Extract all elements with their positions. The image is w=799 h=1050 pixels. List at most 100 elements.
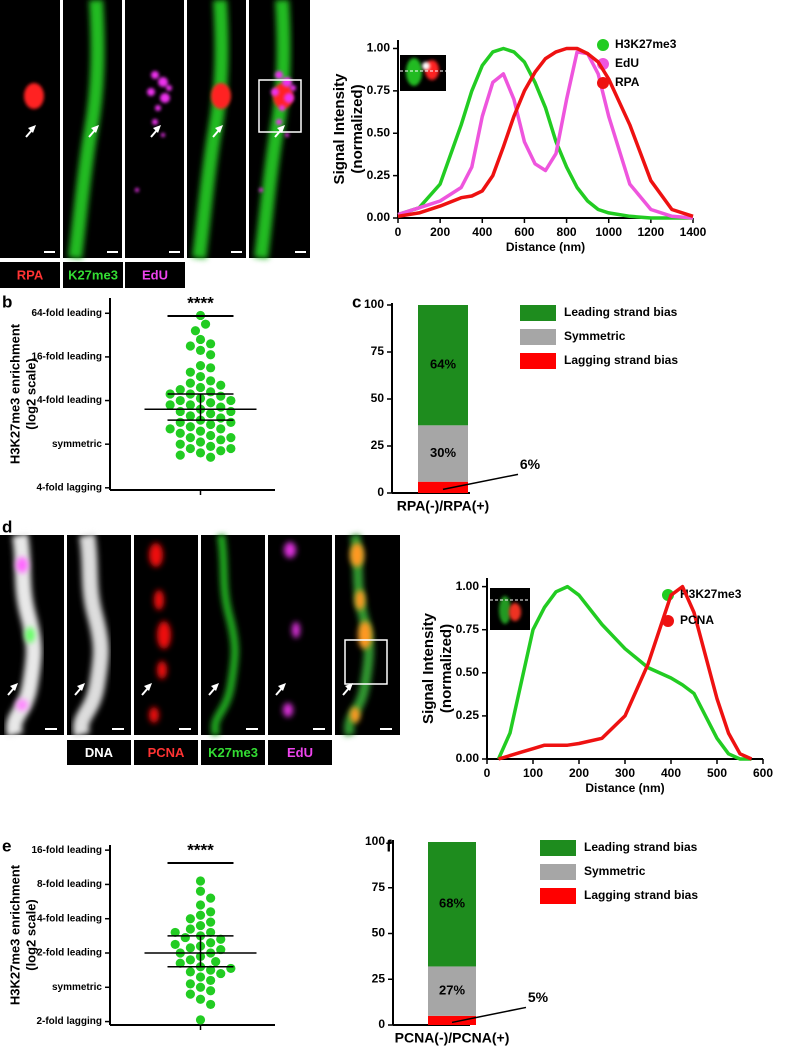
y-tick-label: 64-fold leading: [31, 308, 102, 319]
data-point: [175, 417, 185, 427]
y-axis-label: Signal Intensity: [331, 73, 348, 185]
data-point: [206, 376, 216, 386]
data-point: [216, 968, 226, 979]
data-point: [206, 387, 216, 397]
y-tick-label: symmetric: [52, 439, 102, 450]
data-point: [195, 876, 206, 886]
value-label: 64%: [430, 357, 456, 372]
data-point: [185, 443, 195, 454]
x-tick-label: 600: [514, 225, 534, 239]
image-label: EdU: [287, 745, 313, 760]
data-point: [170, 927, 180, 938]
data-point: [206, 893, 216, 903]
y-tick-label: 8-fold leading: [37, 879, 102, 890]
y-axis-label: (log2 scale): [23, 899, 38, 971]
data-point: [226, 406, 236, 417]
x-tick-label: 300: [615, 766, 635, 780]
data-point: [185, 433, 195, 443]
leader-line: [442, 473, 519, 491]
data-point: [206, 430, 216, 441]
data-point: [165, 424, 175, 434]
data-point: [185, 967, 195, 977]
legend-marker: [662, 615, 674, 627]
x-tick-label: 800: [557, 225, 577, 239]
legend-label: Leading strand bias: [584, 840, 698, 854]
data-point: [195, 345, 206, 355]
legend-swatch: [520, 353, 556, 369]
data-point: [226, 417, 236, 427]
x-tick-label: 1200: [638, 225, 665, 239]
data-point: [195, 972, 206, 982]
legend-label: PCNA: [680, 613, 714, 627]
data-point: [206, 986, 216, 996]
series-line: [397, 46, 694, 219]
data-point: [175, 450, 185, 460]
legend-marker: [597, 77, 609, 89]
data-point: [195, 437, 206, 447]
data-point: [195, 994, 206, 1004]
data-point: [206, 409, 216, 419]
panel-letter: f: [386, 836, 392, 855]
y-tick-label: 0.50: [367, 125, 391, 139]
data-point: [211, 956, 221, 967]
inset-a: [400, 55, 446, 91]
data-point: [185, 341, 195, 351]
legend-label: Symmetric: [564, 329, 626, 343]
legend-swatch: [520, 329, 556, 345]
value-label: 6%: [520, 456, 541, 472]
label-box: [0, 262, 60, 288]
y-tick-label: 0.50: [456, 665, 480, 679]
y-tick-label: 4-fold leading: [37, 913, 102, 924]
image-label: DNA: [85, 745, 114, 760]
micrographs-d: [0, 535, 400, 735]
label-box: [63, 262, 123, 288]
x-tick-label: 1000: [595, 225, 622, 239]
data-point: [195, 382, 206, 393]
image-label: EdU: [142, 267, 168, 282]
data-point: [216, 402, 226, 412]
significance-label: ****: [187, 293, 214, 312]
image-label: PCNA: [148, 745, 185, 760]
image-label: K27me3: [68, 267, 118, 282]
legend-label: Lagging strand bias: [584, 888, 698, 902]
legend-swatch: [540, 864, 576, 880]
data-point: [195, 920, 206, 931]
data-point: [185, 367, 195, 377]
label-box: [268, 740, 332, 765]
y-axis-label: Signal Intensity: [420, 612, 437, 724]
y-axis-label: (normalized): [438, 624, 455, 713]
x-tick-label: 600: [753, 766, 773, 780]
y-tick-label: 16-fold leading: [31, 352, 102, 363]
y-tick-label: 0.00: [367, 210, 391, 224]
y-tick-label: 75: [371, 344, 385, 358]
data-point: [226, 443, 236, 454]
y-tick-label: 25: [372, 971, 386, 985]
data-point: [206, 419, 216, 430]
panel-letter: b: [2, 292, 12, 311]
data-point: [200, 319, 211, 329]
y-tick-label: 50: [372, 926, 386, 940]
data-point: [195, 1015, 206, 1025]
y-tick-label: 0.00: [456, 751, 480, 765]
legend-label: H3K27me3: [615, 37, 677, 51]
legend-label: EdU: [615, 56, 639, 70]
data-point: [216, 413, 226, 423]
y-tick-label: 0.25: [456, 708, 480, 722]
x-tick-label: 0: [484, 766, 491, 780]
y-axis-label: (log2 scale): [23, 358, 38, 430]
y-tick-label: 75: [372, 880, 386, 894]
value-label: 27%: [439, 983, 465, 998]
data-point: [216, 391, 226, 401]
y-tick-label: 2-fold lagging: [36, 1016, 102, 1027]
y-tick-label: 0.75: [367, 83, 391, 97]
y-tick-label: symmetric: [52, 982, 102, 993]
y-tick-label: 4-fold leading: [37, 395, 102, 406]
data-point: [175, 428, 185, 438]
y-tick-label: 0.75: [456, 622, 480, 636]
image-label: K27me3: [208, 745, 258, 760]
data-point: [165, 400, 175, 410]
data-point: [195, 361, 206, 371]
y-axis-label: H3K27me3 enrichment: [7, 864, 22, 1005]
x-tick-label: PCNA(-)/PCNA(+): [395, 1030, 510, 1046]
